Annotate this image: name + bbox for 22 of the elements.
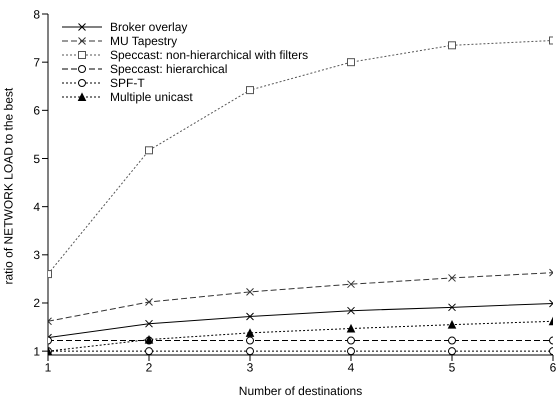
y-tick-label: 8 — [33, 7, 40, 22]
x-tick-label: 5 — [448, 360, 456, 375]
x-tick-label: 3 — [246, 360, 254, 375]
y-tick-label: 1 — [33, 344, 40, 358]
y-tick-label: 6 — [33, 104, 40, 118]
y-axis-title: ratio of NETWORK LOAD to the best — [1, 87, 16, 284]
legend-label: Multiple unicast — [110, 90, 193, 104]
x-tick-label: 2 — [146, 360, 153, 375]
x-axis-title: Number of destinations — [238, 384, 362, 398]
x-tick-label: 1 — [44, 360, 52, 375]
y-tick-label: 3 — [33, 248, 40, 262]
y-tick-label: 5 — [33, 152, 40, 166]
x-tick-label: 6 — [550, 360, 557, 375]
legend-label: Broker overlay — [110, 20, 188, 34]
y-tick-label: 7 — [33, 55, 40, 70]
legend-label: SPF-T — [110, 76, 145, 90]
legend-label: Speccast: hierarchical — [110, 62, 228, 76]
legend-label: MU Tapestry — [110, 34, 178, 48]
x-tick-label: 4 — [348, 360, 355, 375]
y-tick-label: 4 — [33, 200, 40, 214]
y-tick-label: 2 — [33, 296, 40, 310]
legend-label: Speccast: non-hierarchical with filters — [110, 48, 308, 62]
